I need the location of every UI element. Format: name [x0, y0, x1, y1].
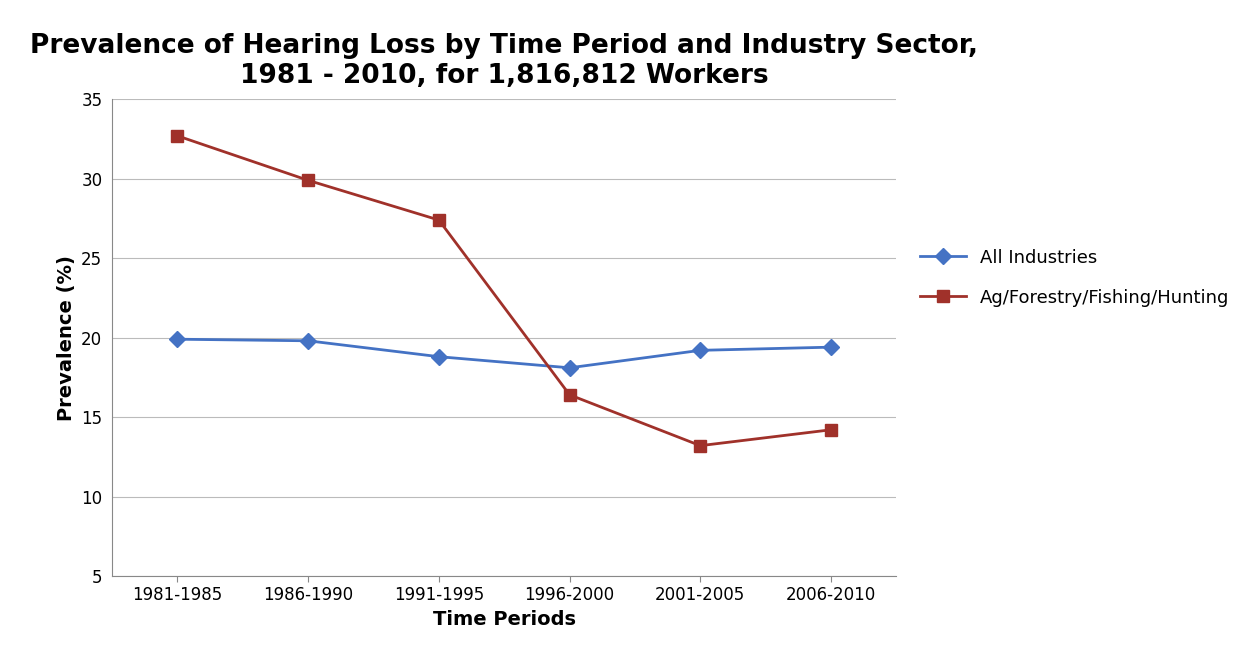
Line: Ag/Forestry/Fishing/Hunting: Ag/Forestry/Fishing/Hunting — [172, 130, 837, 451]
All Industries — [431, 353, 446, 361]
All Industries — [301, 337, 316, 345]
All Industries — [824, 343, 839, 351]
Ag/Forestry/Fishing/Hunting — [563, 391, 578, 399]
All Industries — [563, 364, 578, 372]
Ag/Forestry/Fishing/Hunting — [301, 176, 316, 184]
Ag/Forestry/Fishing/Hunting — [692, 442, 707, 449]
Ag/Forestry/Fishing/Hunting — [431, 216, 446, 224]
All Industries — [169, 335, 184, 343]
Ag/Forestry/Fishing/Hunting — [169, 132, 184, 140]
X-axis label: Time Periods: Time Periods — [433, 610, 575, 629]
Legend: All Industries, Ag/Forestry/Fishing/Hunting: All Industries, Ag/Forestry/Fishing/Hunt… — [914, 242, 1236, 314]
Title: Prevalence of Hearing Loss by Time Period and Industry Sector,
1981 - 2010, for : Prevalence of Hearing Loss by Time Perio… — [30, 32, 979, 89]
Y-axis label: Prevalence (%): Prevalence (%) — [56, 255, 76, 420]
Line: All Industries: All Industries — [172, 334, 837, 373]
All Industries — [692, 346, 707, 354]
Ag/Forestry/Fishing/Hunting — [824, 426, 839, 434]
